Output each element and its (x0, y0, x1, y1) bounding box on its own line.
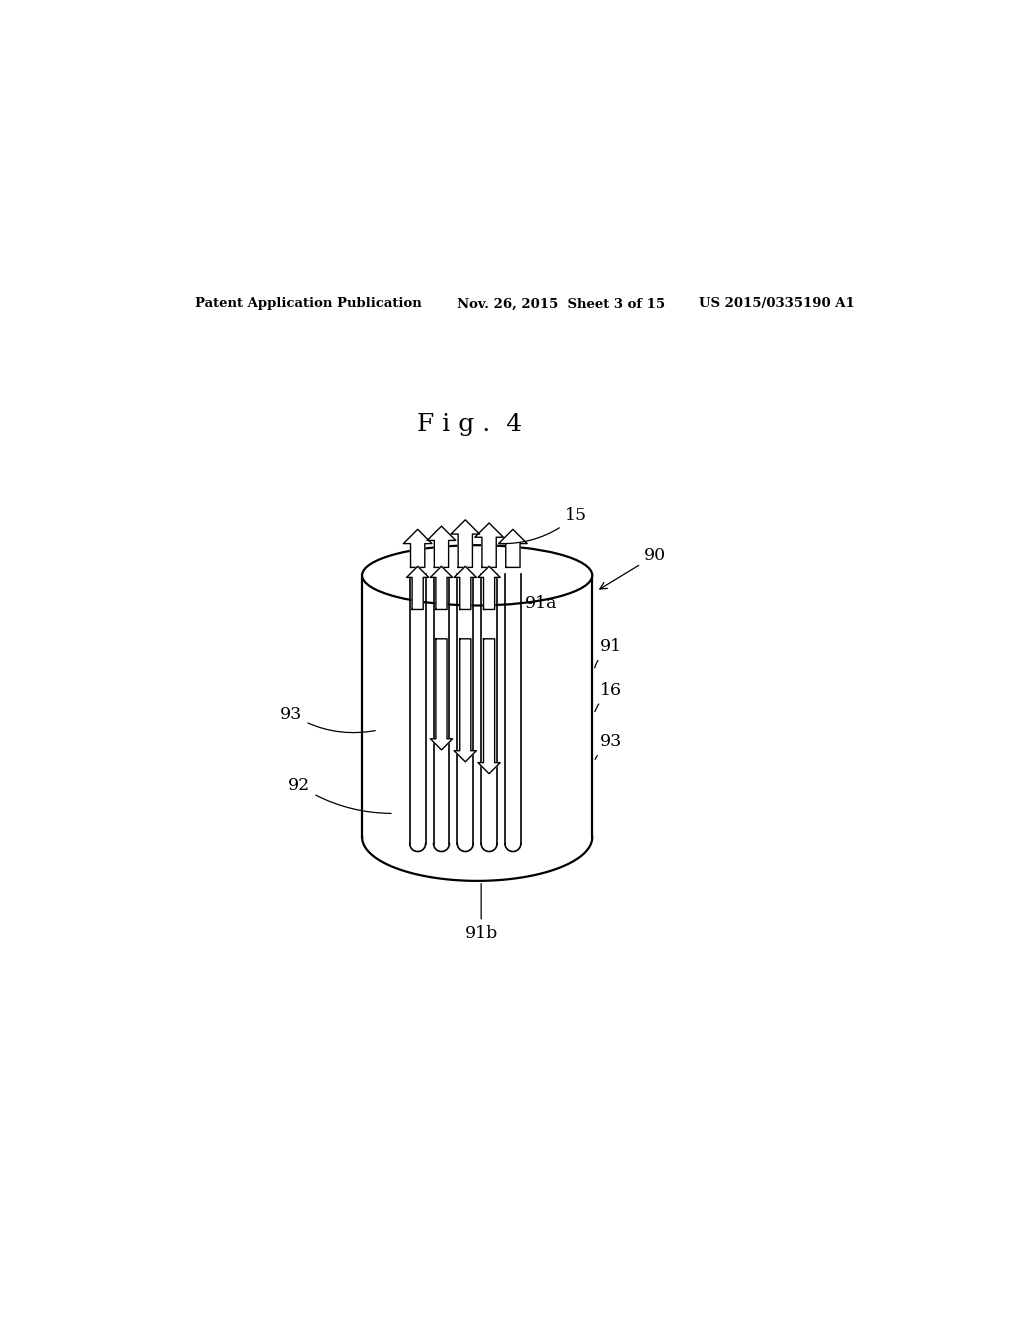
Polygon shape (403, 529, 432, 568)
Polygon shape (407, 566, 429, 610)
Polygon shape (499, 529, 527, 568)
Text: F i g .  4: F i g . 4 (417, 413, 522, 436)
Polygon shape (478, 639, 500, 774)
Text: 93: 93 (281, 706, 375, 733)
Text: 91: 91 (595, 639, 623, 668)
Text: 92: 92 (289, 777, 391, 813)
Polygon shape (451, 520, 479, 568)
Polygon shape (478, 566, 500, 610)
Text: 90: 90 (600, 546, 666, 589)
Text: Patent Application Publication: Patent Application Publication (196, 297, 422, 310)
Polygon shape (430, 566, 453, 610)
Polygon shape (427, 527, 456, 568)
Text: 91b: 91b (465, 883, 498, 941)
Text: 93: 93 (595, 734, 623, 759)
Text: Nov. 26, 2015  Sheet 3 of 15: Nov. 26, 2015 Sheet 3 of 15 (458, 297, 666, 310)
Text: 15: 15 (500, 507, 587, 544)
Text: 91a: 91a (524, 594, 557, 611)
Text: 16: 16 (595, 682, 623, 711)
Polygon shape (455, 566, 476, 610)
Text: US 2015/0335190 A1: US 2015/0335190 A1 (699, 297, 855, 310)
Polygon shape (430, 639, 453, 750)
Polygon shape (475, 523, 504, 568)
Ellipse shape (362, 545, 592, 606)
Polygon shape (362, 837, 592, 880)
Polygon shape (455, 639, 476, 762)
